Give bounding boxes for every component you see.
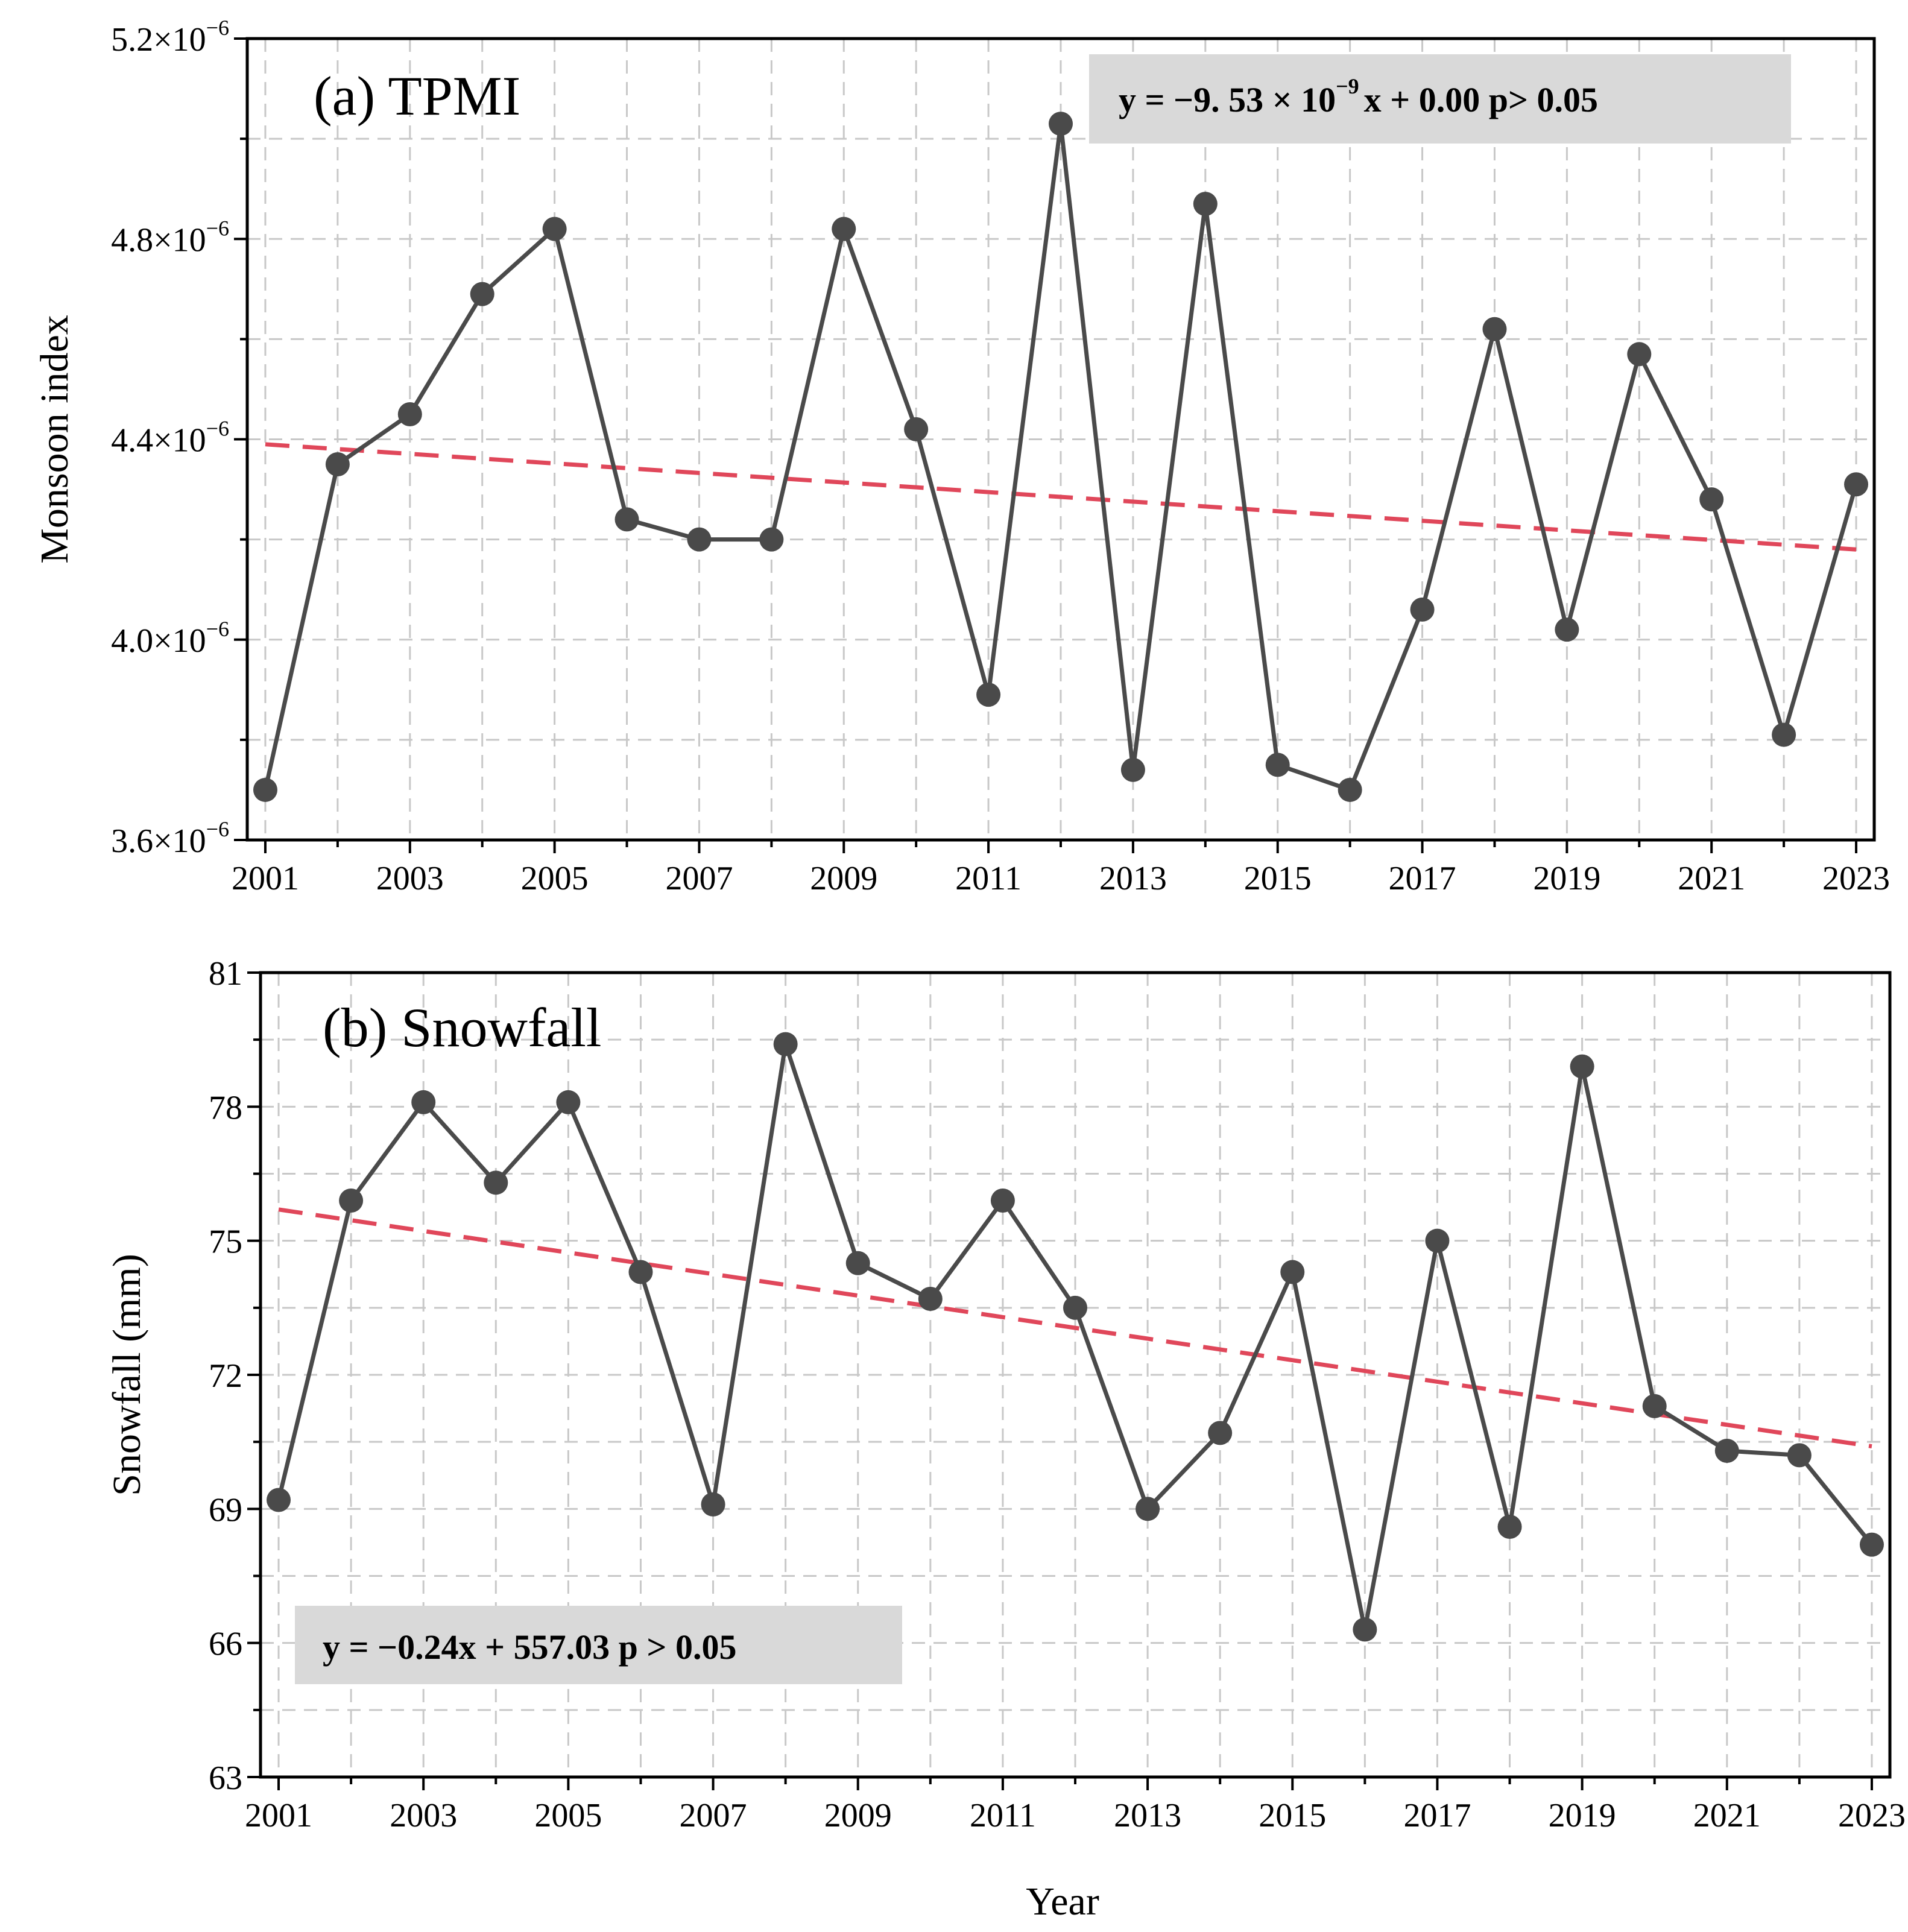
trend-line <box>278 1207 1872 1449</box>
data-point <box>1627 342 1652 367</box>
x-tick-label: 2021 <box>1693 1797 1761 1834</box>
data-point <box>556 1090 581 1114</box>
data-point <box>1208 1421 1233 1445</box>
y-tick-label: 75 <box>209 1223 242 1261</box>
y-tick-label: 78 <box>209 1089 242 1126</box>
x-tick-label: 2023 <box>1838 1797 1906 1834</box>
data-point <box>990 1188 1015 1213</box>
data-point <box>773 1032 798 1056</box>
x-axis-title: Year <box>1026 1880 1099 1924</box>
data-point <box>1714 1438 1739 1463</box>
data-point <box>976 683 1001 707</box>
x-tick-label: 2017 <box>1389 860 1456 897</box>
data-point <box>484 1170 508 1195</box>
panel-title: (a) TPMI <box>314 65 520 127</box>
data-point <box>1136 1497 1160 1521</box>
data-point <box>411 1090 436 1114</box>
data-point <box>253 777 277 802</box>
data-point <box>1265 753 1290 777</box>
data-point <box>1353 1617 1377 1642</box>
equation-box <box>295 1606 902 1684</box>
x-tick-label: 2005 <box>534 1797 602 1834</box>
equation-box <box>1089 54 1791 144</box>
data-point <box>1497 1514 1522 1539</box>
data-point <box>339 1188 364 1213</box>
data-point <box>1570 1054 1594 1079</box>
regression-equation: y = −9. 53 × 10−9 x + 0.00 p> 0.05 <box>1119 74 1598 119</box>
x-tick-label: 2015 <box>1244 860 1312 897</box>
y-tick-label: 4.4×10−6 <box>111 417 229 459</box>
x-tick-label: 2021 <box>1678 860 1745 897</box>
x-tick-label: 2007 <box>680 1797 747 1834</box>
y-tick-label: 72 <box>209 1357 242 1395</box>
x-tick-label: 2015 <box>1259 1797 1326 1834</box>
x-tick-label: 2003 <box>376 860 444 897</box>
data-point <box>687 527 712 552</box>
x-tick-label: 2001 <box>232 860 299 897</box>
x-tick-label: 2009 <box>810 860 877 897</box>
data-point <box>614 507 639 532</box>
data-point <box>832 216 856 241</box>
data-point <box>1120 757 1145 782</box>
data-point <box>628 1260 653 1284</box>
x-tick-label: 2011 <box>970 1797 1036 1834</box>
y-tick-label: 5.2×10−6 <box>111 16 229 58</box>
data-point <box>397 402 422 426</box>
x-tick-label: 2007 <box>665 860 733 897</box>
data-point <box>542 216 567 241</box>
x-tick-label: 2019 <box>1533 860 1600 897</box>
x-tick-label: 2013 <box>1099 860 1167 897</box>
x-tick-label: 2001 <box>245 1797 312 1834</box>
y-axis-title: Snowfall (mm) <box>105 1254 149 1495</box>
panel-tpmi: 3.6×10−6 4.0×10−6 4.4×10−6 4.8×10−6 5.2×10−6… <box>33 16 1890 897</box>
data-point <box>1772 722 1796 747</box>
panel-snowfall: 63 66 69 72 75 78 81 2001 2003 2005 2007 2009 2011 20… <box>105 955 1906 1924</box>
y-axis-title: Monsoon index <box>33 315 77 564</box>
data-point <box>1338 777 1362 802</box>
y-tick-label: 3.6×10−6 <box>111 817 229 860</box>
x-tick-label: 2011 <box>955 860 1022 897</box>
x-tick-label: 2023 <box>1822 860 1890 897</box>
y-tick-label: 4.0×10−6 <box>111 617 229 660</box>
data-point <box>1859 1532 1884 1557</box>
x-tick-label: 2017 <box>1403 1797 1471 1834</box>
x-tick-label: 2009 <box>824 1797 892 1834</box>
data-point <box>1049 112 1073 136</box>
data-point <box>1410 597 1435 622</box>
data-point <box>1642 1394 1667 1418</box>
x-tick-label: 2003 <box>390 1797 457 1834</box>
x-tick-label: 2005 <box>521 860 589 897</box>
x-tick-label: 2013 <box>1114 1797 1181 1834</box>
data-point <box>1482 317 1507 341</box>
y-tick-label: 69 <box>209 1491 242 1529</box>
data-point <box>267 1488 291 1512</box>
data-point <box>470 282 494 306</box>
data-point <box>1193 192 1218 216</box>
y-tick-label: 4.8×10−6 <box>111 216 229 259</box>
data-point <box>1063 1295 1087 1320</box>
data-point <box>1844 472 1869 497</box>
x-tick-label: 2019 <box>1549 1797 1616 1834</box>
data-point <box>1787 1443 1812 1468</box>
data-point <box>845 1251 870 1275</box>
data-point <box>918 1287 943 1312</box>
data-point <box>759 527 784 552</box>
data-point <box>1280 1260 1305 1284</box>
data-point <box>904 417 929 441</box>
data-point <box>325 452 350 477</box>
data-point <box>1425 1228 1450 1253</box>
data-point <box>1699 487 1724 512</box>
data-point <box>701 1492 725 1517</box>
y-tick-label: 81 <box>209 955 242 993</box>
data-point <box>1555 617 1579 642</box>
y-tick-label: 63 <box>209 1760 242 1797</box>
y-tick-label: 66 <box>209 1626 242 1663</box>
panel-title: (b) Snowfall <box>323 997 601 1058</box>
regression-equation: y = −0.24x + 557.03 p > 0.05 <box>323 1627 736 1667</box>
